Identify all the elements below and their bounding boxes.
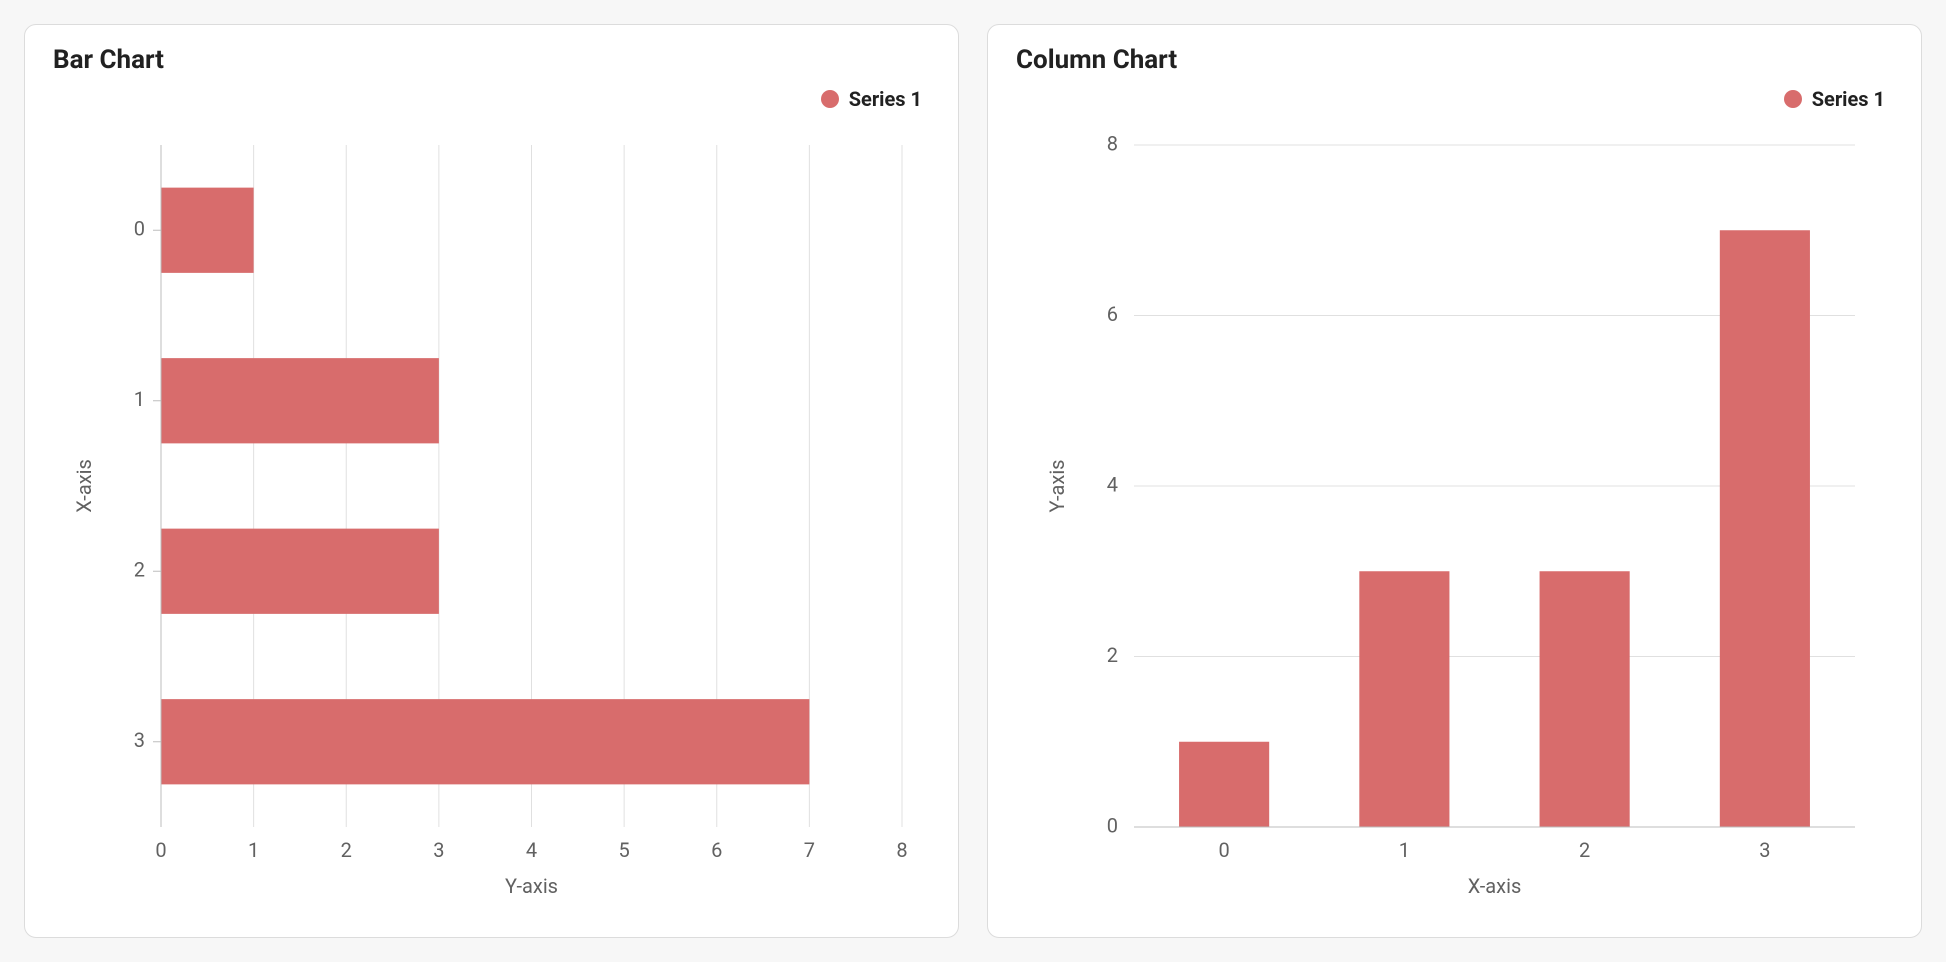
bar[interactable]	[161, 529, 439, 614]
column-bar[interactable]	[1359, 571, 1449, 827]
category-tick-label: 0	[134, 217, 145, 241]
column-bar[interactable]	[1720, 230, 1810, 827]
value-tick-label: 5	[619, 838, 630, 862]
category-tick-label: 2	[1579, 838, 1590, 862]
value-axis-title: Y-axis	[505, 874, 558, 898]
value-tick-label: 1	[248, 838, 259, 862]
column-bar[interactable]	[1179, 742, 1269, 827]
column-bar[interactable]	[1540, 571, 1630, 827]
category-tick-label: 1	[134, 387, 145, 411]
legend-swatch-icon	[1784, 90, 1802, 108]
value-tick-label: 4	[1107, 472, 1118, 496]
value-tick-label: 0	[155, 838, 166, 862]
value-tick-label: 2	[341, 838, 352, 862]
bar-chart-panel: Bar Chart Series 1 0 1 2 3 0 1 2 3 4 5 6 7 8 Y-axis X-…	[24, 24, 959, 938]
category-axis-title: X-axis	[72, 459, 96, 513]
legend-swatch-icon	[821, 90, 839, 108]
bar[interactable]	[161, 699, 809, 784]
value-tick-label: 6	[1107, 302, 1118, 326]
bar-chart-plot: 0 1 2 3 0 1 2 3 4 5 6 7 8 Y-axis X-axis	[51, 115, 932, 917]
legend-label: Series 1	[849, 87, 922, 111]
category-tick-label: 1	[1399, 838, 1410, 862]
value-tick-label: 8	[1107, 131, 1118, 155]
value-axis-title: Y-axis	[1045, 459, 1069, 512]
column-chart-title: Column Chart	[1016, 45, 1895, 75]
value-tick-label: 3	[433, 838, 444, 862]
value-tick-label: 7	[804, 838, 815, 862]
value-tick-label: 6	[711, 838, 722, 862]
category-axis-title: X-axis	[1468, 874, 1522, 898]
column-chart-legend: Series 1	[1014, 79, 1895, 115]
bar-chart-legend: Series 1	[51, 79, 932, 115]
category-tick-label: 3	[134, 728, 145, 752]
value-tick-label: 4	[526, 838, 537, 862]
page-root: Bar Chart Series 1 0 1 2 3 0 1 2 3 4 5 6 7 8 Y-axis X-…	[0, 0, 1946, 962]
bar[interactable]	[161, 358, 439, 443]
column-chart-panel: Column Chart Series 1 0 2 4 6 8 0 1 2 3 X-axis Y-a…	[987, 24, 1922, 938]
category-tick-label: 3	[1759, 838, 1770, 862]
value-tick-label: 8	[896, 838, 907, 862]
legend-label: Series 1	[1812, 87, 1885, 111]
column-chart-plot: 0 2 4 6 8 0 1 2 3 X-axis Y-axis	[1014, 115, 1895, 917]
value-tick-label: 0	[1107, 813, 1118, 837]
category-tick-label: 2	[134, 558, 145, 582]
bar-chart-title: Bar Chart	[53, 45, 932, 75]
bar[interactable]	[161, 188, 254, 273]
value-tick-label: 2	[1107, 643, 1118, 667]
category-tick-label: 0	[1219, 838, 1230, 862]
